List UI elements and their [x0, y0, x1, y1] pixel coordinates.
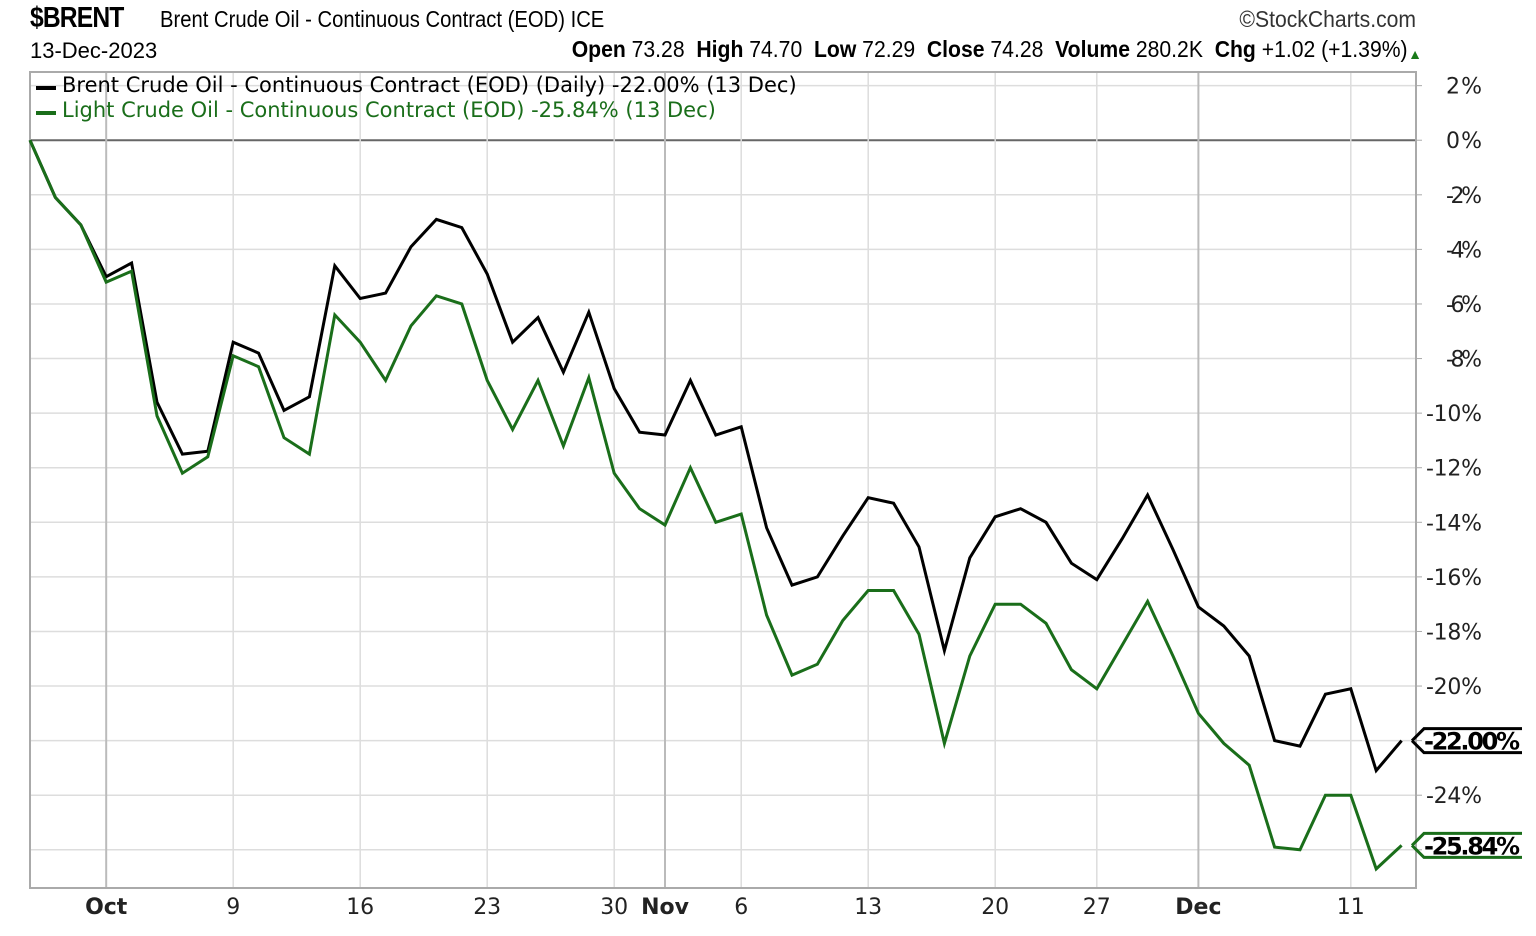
y-tick-label: -8%: [1446, 348, 1482, 373]
y-tick-label: 2%: [1446, 75, 1482, 100]
open-value: 73.28: [632, 36, 686, 62]
volume-value: 280.2K: [1136, 36, 1204, 62]
low-value: 72.29: [862, 36, 916, 62]
y-tick-label: 0%: [1446, 129, 1482, 154]
volume-label: Volume: [1055, 36, 1131, 62]
x-tick-label: 13: [854, 895, 882, 920]
high-label: High: [696, 36, 744, 62]
x-tick-label: 16: [346, 895, 374, 920]
quote-date: 13-Dec-2023: [30, 38, 158, 63]
quote-summary: Open 73.28 High 74.70 Low 72.29 Close 74…: [572, 36, 1408, 63]
last-value-label: -25.84%: [1424, 832, 1520, 860]
last-value-tag: [1410, 831, 1522, 859]
low-label: Low: [814, 36, 857, 62]
x-tick-label: 11: [1337, 895, 1365, 920]
legend-swatch: [36, 111, 56, 115]
plot-border: [29, 71, 1417, 889]
close-label: Close: [927, 36, 985, 62]
y-tick-label: -24%: [1426, 784, 1482, 809]
x-tick-label: 30: [600, 895, 628, 920]
y-tick-label: -4%: [1446, 238, 1482, 263]
open-label: Open: [572, 36, 627, 62]
y-tick-label: -14%: [1426, 511, 1482, 536]
legend-label: Brent Crude Oil - Continuous Contract (E…: [62, 73, 797, 97]
high-value: 74.70: [749, 36, 803, 62]
x-tick-label: 6: [734, 895, 748, 920]
x-tick-label: 9: [226, 895, 240, 920]
y-tick-label: -16%: [1426, 566, 1482, 591]
legend-label: Light Crude Oil - Continuous Contract (E…: [62, 98, 716, 122]
instrument-name: Brent Crude Oil - Continuous Contract (E…: [160, 6, 605, 32]
y-tick-label: -20%: [1426, 675, 1482, 700]
last-value-label: -22.00%: [1424, 728, 1520, 756]
series-line-0: [28, 139, 1403, 774]
chg-value: +1.02 (+1.39%): [1262, 36, 1408, 62]
close-value: 74.28: [990, 36, 1044, 62]
credit: ©StockCharts.com: [1239, 6, 1416, 32]
y-tick-label: -12%: [1426, 457, 1482, 482]
y-tick-label: -2%: [1446, 184, 1482, 209]
x-tick-label: 27: [1083, 895, 1111, 920]
up-arrow-icon: ▲: [1408, 46, 1422, 62]
legend-swatch: [36, 86, 56, 90]
chg-label: Chg: [1215, 36, 1257, 62]
y-tick-label: -6%: [1446, 293, 1482, 318]
x-tick-label: Oct: [85, 895, 128, 920]
last-value-tag: [1410, 727, 1522, 755]
x-tick-label: Nov: [641, 895, 690, 920]
x-tick-label: 20: [981, 895, 1009, 920]
x-tick-label: Dec: [1175, 895, 1221, 920]
x-tick-label: 23: [473, 895, 501, 920]
y-tick-label: -10%: [1426, 402, 1482, 427]
symbol: $BRENT: [30, 2, 124, 34]
y-tick-label: -18%: [1426, 620, 1482, 645]
